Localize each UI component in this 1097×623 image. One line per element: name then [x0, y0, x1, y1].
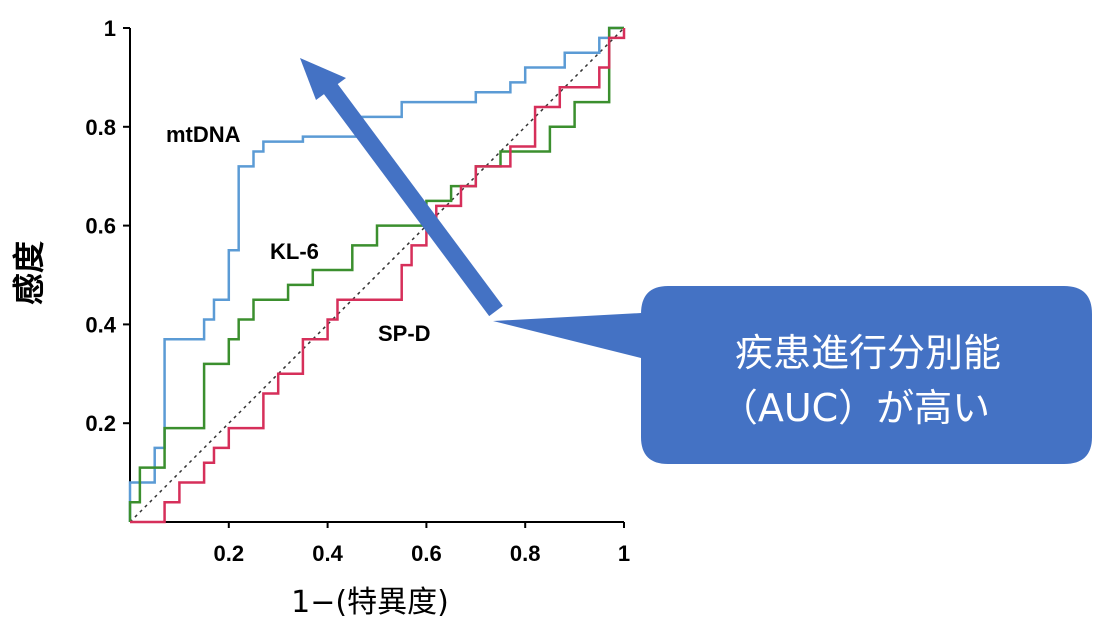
arrow-head: [300, 58, 346, 100]
x-tick-label: 0.8: [510, 541, 541, 566]
callout-line-1: 疾患進行分別能: [735, 331, 1001, 375]
callout-bubble: [493, 286, 1092, 464]
series-label-kl6: KL-6: [270, 239, 319, 264]
x-axis-title: 1−(特異度): [291, 585, 449, 620]
series-line-spd: [130, 28, 626, 524]
y-axis-title: 感度: [10, 241, 48, 305]
x-tick-label: 0.4: [312, 541, 343, 566]
series-line-mtdna: [128, 26, 624, 522]
x-tick-label: 0.2: [214, 541, 245, 566]
callout: 疾患進行分別能 （AUC）が高い: [493, 286, 1092, 464]
callout-line-2: （AUC）が高い: [720, 386, 990, 430]
axes: [129, 28, 624, 523]
x-tick-label: 0.6: [411, 541, 442, 566]
y-tick-label: 0.8: [85, 115, 116, 140]
series-line-kl6: [128, 26, 624, 522]
reference-diagonal: [129, 27, 625, 523]
series-label-spd: SP-D: [378, 321, 431, 346]
y-tick-label: 0.2: [85, 411, 116, 436]
y-tick-label: 0.6: [85, 214, 116, 239]
x-tick-label: 1: [618, 541, 630, 566]
axis-ticks: 0.2 0.4 0.6 0.8 1 0.2 0.4 0.6 0.8 1: [85, 16, 630, 566]
series-label-mtdna: mtDNA: [166, 122, 241, 147]
series-group: [128, 26, 626, 524]
arrow-shaft: [323, 82, 503, 317]
y-tick-label: 1: [104, 16, 116, 41]
y-tick-label: 0.4: [85, 312, 116, 337]
arrow-icon: [300, 58, 503, 317]
